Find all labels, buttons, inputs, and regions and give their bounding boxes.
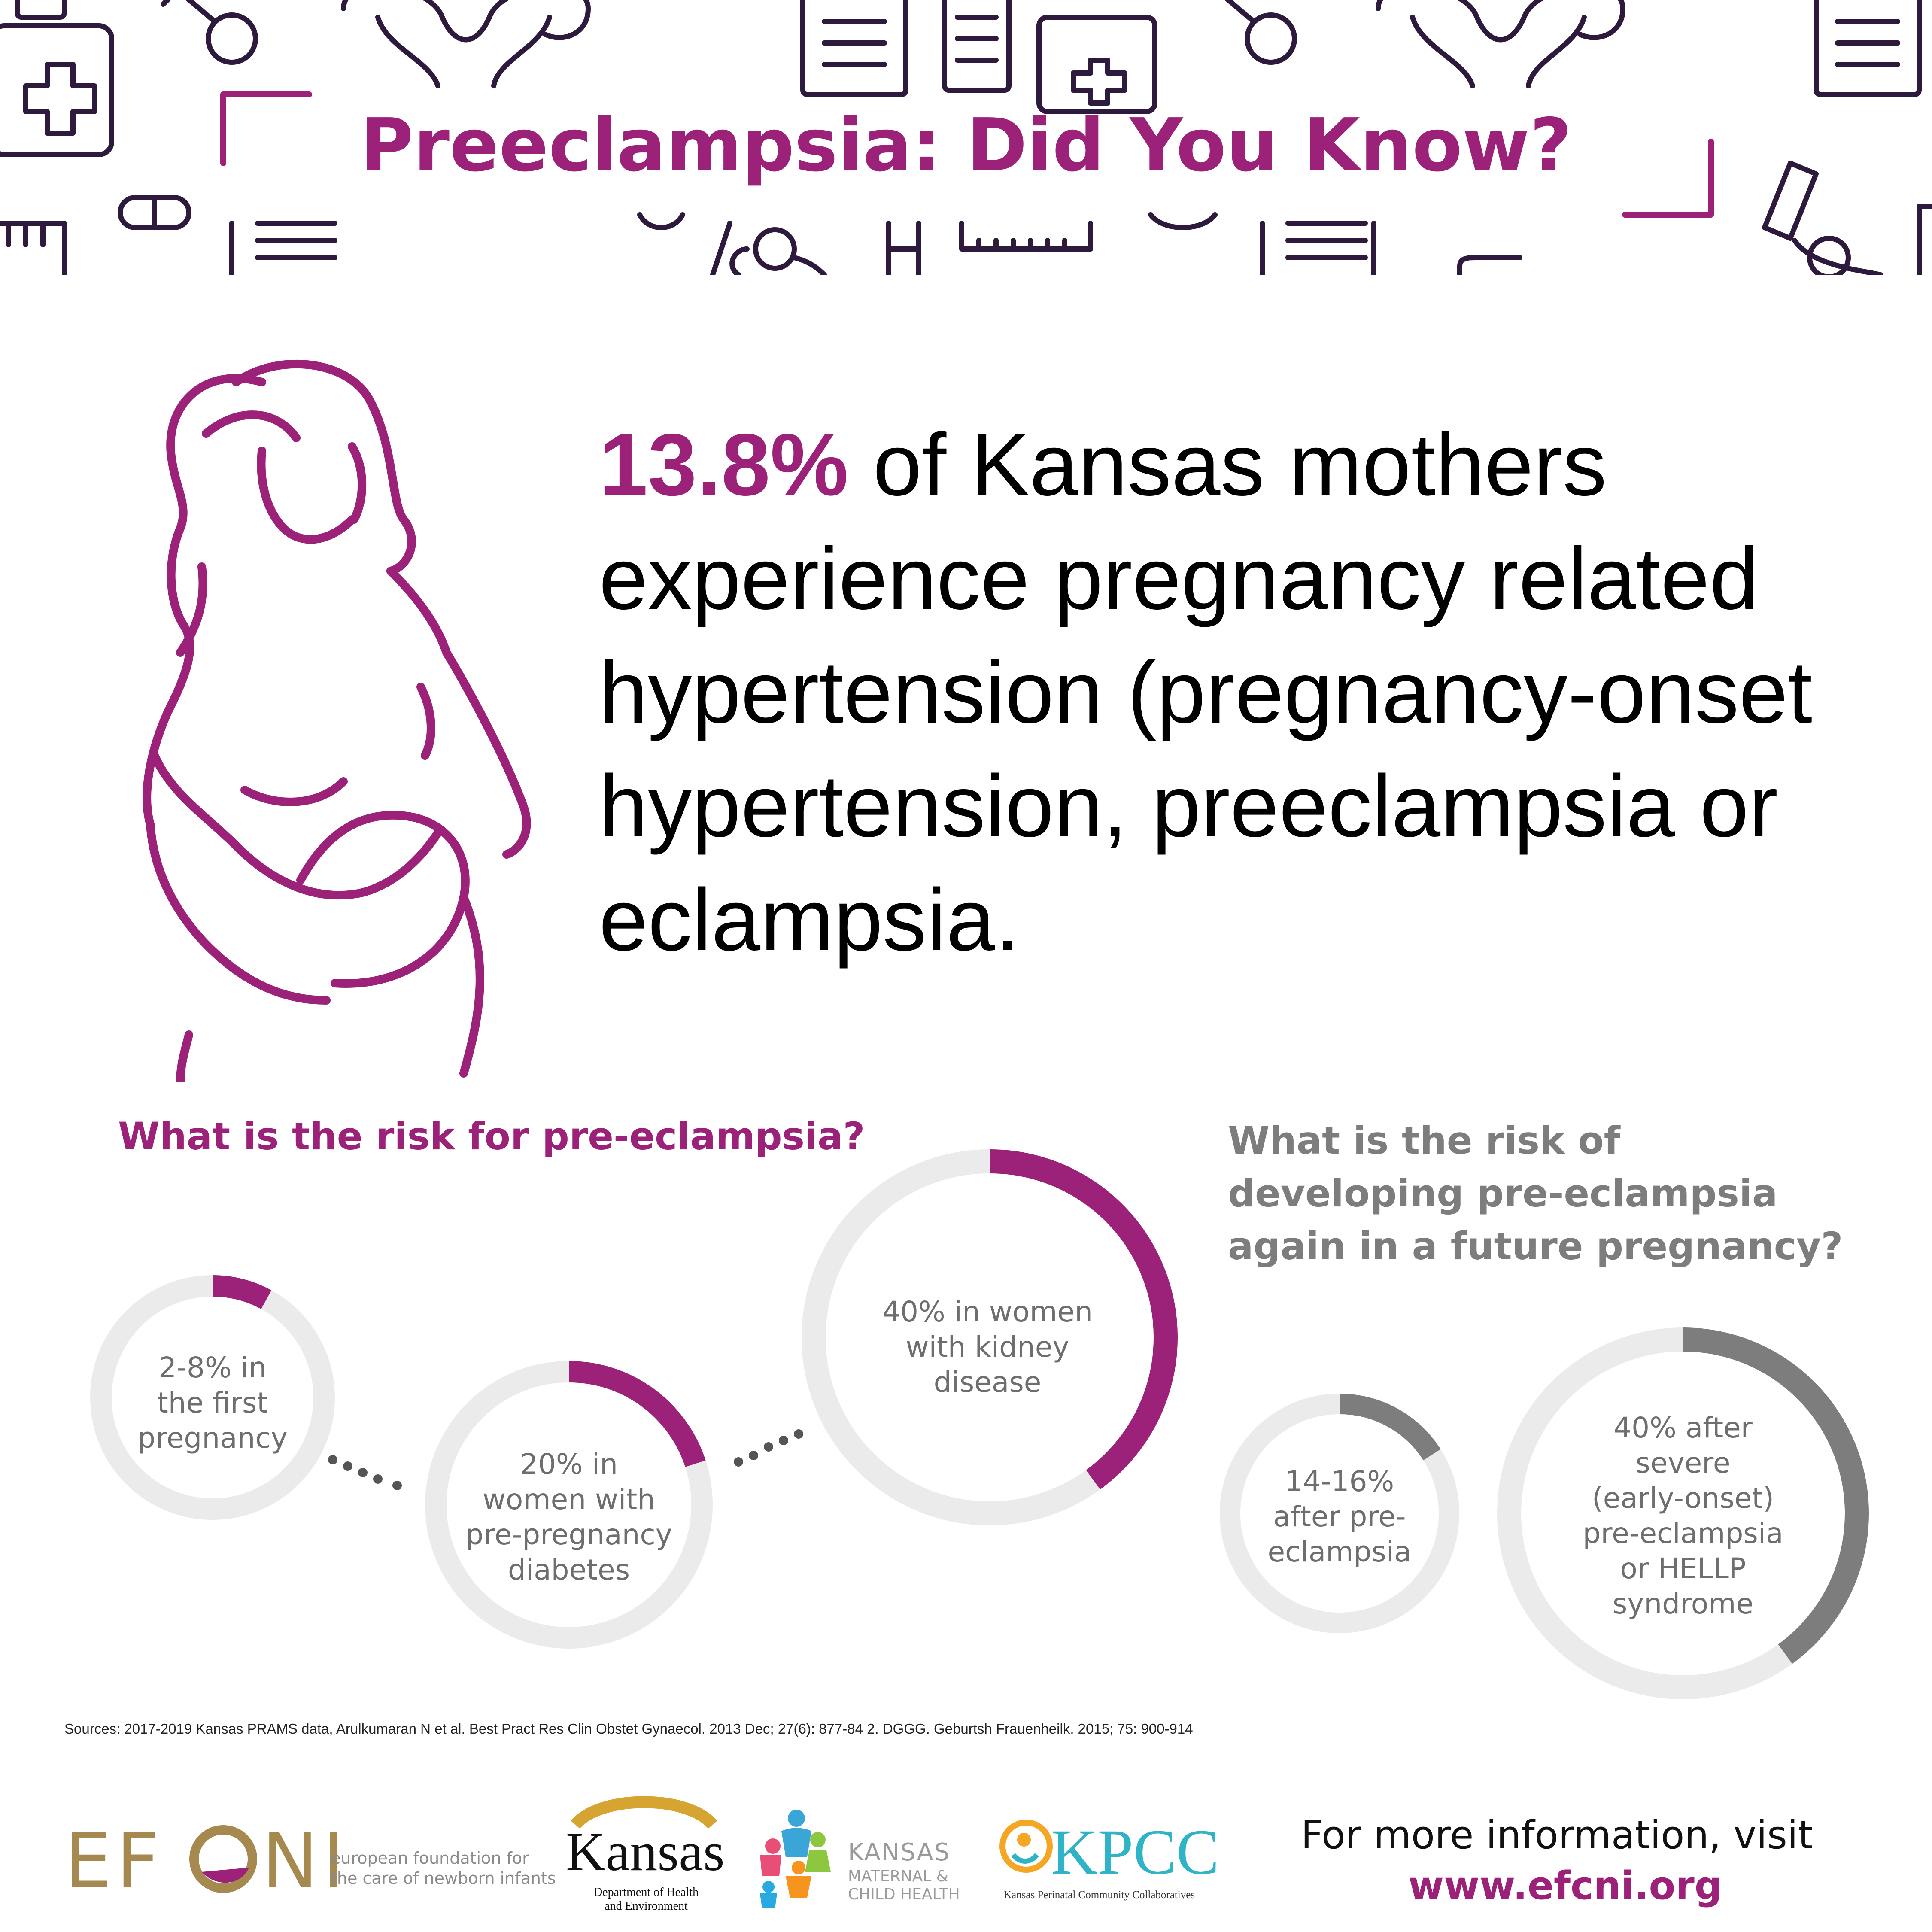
uterus-icon (1376, 0, 1625, 88)
microscope-icon (1762, 161, 1883, 275)
kansas-subtitle-line: Department of Health (593, 1886, 699, 1899)
headline-statistic: 13.8% of Kansas mothers experience pregn… (599, 408, 1908, 977)
headline-text: of Kansas mothers experience pregnancy r… (599, 416, 1813, 969)
donut-value-arc-kidney-disease (989, 1149, 1178, 1490)
pregnant-woman-icon (143, 359, 531, 1082)
donut-label-severe-hellp: 40% after severe (early-onset) pre-eclam… (1576, 1410, 1790, 1622)
kansas-subtitle-line: and Environment (605, 1899, 688, 1913)
svg-text:NI: NI (262, 1818, 349, 1905)
donut-value-arc-first-pregnancy (212, 1275, 272, 1309)
donut-label-line: 40% in women (882, 1295, 1093, 1328)
mch-subtitle-line: CHILD HEALTH (848, 1886, 960, 1903)
donut-label-line: 14-16% (1285, 1465, 1394, 1498)
clipboard-icon (800, 0, 908, 97)
efcni-tagline-line: the care of newborn infants (331, 1869, 556, 1888)
kpcc-logo-text: KPCC (1051, 1817, 1219, 1888)
donut-value-arc-severe-hellp (1683, 1327, 1869, 1664)
donut-label-line: eclampsia (1267, 1535, 1412, 1568)
sources-citation: Sources: 2017-2019 Kansas PRAMS data, Ar… (64, 1721, 1193, 1737)
donut-label-first-pregnancy: 2-8% in the first pregnancy (127, 1350, 298, 1456)
ruler-icon (0, 221, 67, 275)
donut-label-line: 2-8% in (158, 1351, 267, 1384)
headline-highlight: 13.8% (599, 416, 849, 514)
pill-pack-icon (942, 0, 1012, 93)
capsule-icon (1148, 212, 1218, 230)
mch-logo-subtitle: MATERNAL & CHILD HEALTH (848, 1868, 960, 1904)
risk-question-right-line: What is the risk of (1228, 1118, 1620, 1163)
donut-label-line: severe (1635, 1446, 1731, 1479)
pill-pack-icon (886, 221, 921, 275)
donut-label-line: disease (933, 1366, 1042, 1399)
donut-label-line: 20% in (520, 1448, 618, 1481)
donut-label-line: or HELLP (1620, 1552, 1746, 1585)
donut-label-line: 40% after (1613, 1411, 1753, 1444)
kansas-seal-icon (571, 1796, 717, 1829)
more-info-text: For more information, visit (1301, 1813, 1814, 1858)
medicine-bottle-icon (1036, 15, 1157, 114)
risk-question-right-line: developing pre-eclampsia (1228, 1171, 1778, 1215)
mch-subtitle-line: MATERNAL & (848, 1868, 948, 1885)
donut-label-after-preeclampsia: 14-16% after pre- eclampsia (1254, 1464, 1425, 1570)
donut-label-line: pregnancy (137, 1422, 288, 1455)
uterus-icon (341, 0, 591, 88)
connector-dot (749, 1451, 758, 1460)
efcni-tagline: european foundation for the care of newb… (331, 1848, 556, 1889)
pill-pack-icon (1457, 255, 1522, 275)
medicine-bottle-icon (0, 0, 114, 157)
donut-label-line: women with (482, 1483, 656, 1516)
efcni-website-link[interactable]: www.efcni.org (1408, 1863, 1722, 1908)
risk-question-left: What is the risk for pre-eclampsia? (118, 1114, 865, 1158)
partner-logos: EF NI (64, 1796, 1053, 1908)
female-symbol-icon (161, 0, 258, 65)
connector-dot (343, 1461, 352, 1471)
donut-label-diabetes: 20% in women with pre-pregnancy diabetes (462, 1447, 676, 1588)
donut-label-line: diabetes (507, 1553, 630, 1586)
kansas-logo-text: Kansas (566, 1821, 725, 1882)
connector-dot (734, 1457, 743, 1467)
stethoscope-icon (637, 212, 827, 275)
donut-label-line: after pre- (1273, 1500, 1406, 1533)
donut-value-arc-diabetes (568, 1361, 706, 1467)
mch-people-logo-icon (760, 1810, 831, 1908)
efcni-tagline-line: european foundation for (331, 1849, 529, 1868)
kansas-logo-subtitle: Department of Health and Environment (562, 1886, 730, 1913)
donut-label-line: with kidney (905, 1331, 1069, 1364)
connector-dot (373, 1474, 383, 1484)
kpcc-logo-icon (999, 1820, 1053, 1873)
connector-dot (328, 1455, 337, 1464)
ruler-icon (959, 221, 1093, 252)
donut-label-line: (early-onset) (1592, 1482, 1774, 1515)
donut-label-kidney-disease: 40% in women with kidney disease (859, 1294, 1116, 1400)
connector-dot (392, 1481, 402, 1490)
risk-question-right-line: again in a future pregnancy? (1228, 1224, 1843, 1268)
svg-text:EF: EF (64, 1818, 164, 1905)
connector-dot (794, 1429, 803, 1439)
kpcc-logo-subtitle: Kansas Perinatal Community Collaborative… (1004, 1889, 1195, 1901)
header-icon-pattern (0, 0, 1932, 275)
donut-label-line: pre-eclampsia (1583, 1517, 1783, 1550)
donut-label-line: pre-pregnancy (465, 1518, 672, 1551)
clipboard-icon (229, 221, 337, 275)
connector-dot (358, 1468, 368, 1477)
donut-value-arc-after-preeclampsia (1339, 1394, 1441, 1461)
clipboard-icon (1260, 221, 1376, 275)
connector-dot (779, 1436, 788, 1445)
clipboard-icon (1917, 204, 1932, 275)
mch-logo-title: KANSAS (848, 1838, 951, 1866)
female-symbol-icon (1224, 0, 1297, 65)
donut-label-line: syndrome (1612, 1587, 1754, 1620)
efcni-logo-icon: EF NI (64, 1818, 349, 1905)
capsule-icon (118, 195, 191, 230)
clipboard-icon (1814, 0, 1922, 97)
connector-dot (764, 1442, 773, 1452)
donut-charts (90, 1149, 1869, 1699)
donut-label-line: the first (157, 1386, 268, 1419)
risk-question-right: What is the risk of developing pre-eclam… (1228, 1114, 1915, 1273)
page-title: Preeclampsia: Did You Know? (360, 103, 1572, 188)
